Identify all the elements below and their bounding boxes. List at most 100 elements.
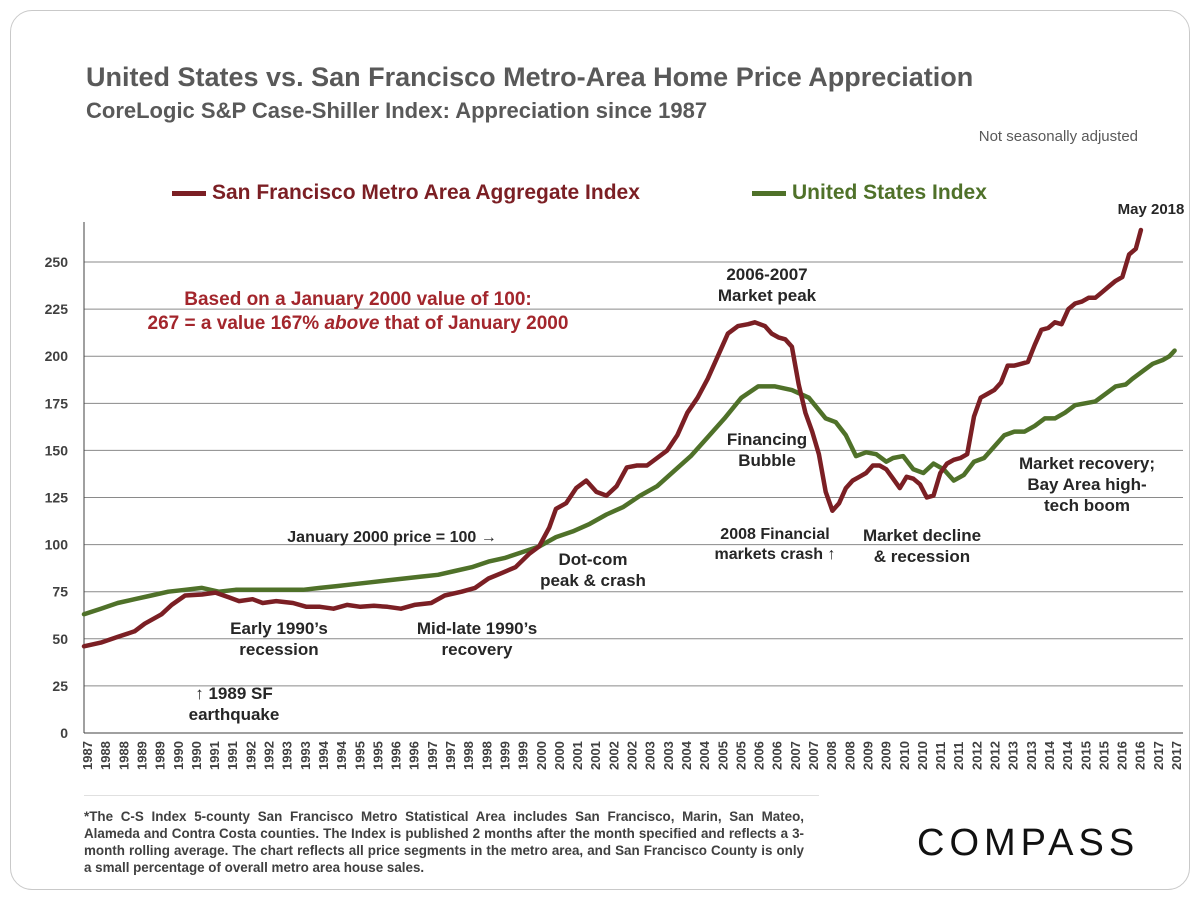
x-tick-label: 2008 <box>824 741 839 770</box>
x-tick-label: 2011 <box>933 742 948 770</box>
x-tick-label: 1990 <box>171 741 186 770</box>
x-tick-label: 2001 <box>588 741 603 770</box>
x-tick-label: 1997 <box>443 741 458 770</box>
x-tick-label: 2006 <box>770 741 785 770</box>
annotation-quake: earthquake <box>189 705 280 724</box>
x-tick-label: 2010 <box>897 741 912 770</box>
annotation-may2018: May 2018 <box>1118 201 1185 218</box>
x-tick-label: 1997 <box>425 741 440 770</box>
x-tick-label: 1988 <box>116 741 131 770</box>
annotation-baseline: 267 = a value 167% above that of January… <box>148 313 569 334</box>
legend-swatch-sf <box>172 190 206 196</box>
annotation-recovery: Bay Area high- <box>1027 475 1146 494</box>
x-tick-label: 2015 <box>1078 741 1093 770</box>
x-tick-label: 1988 <box>98 741 113 770</box>
x-tick-label: 2009 <box>879 741 894 770</box>
x-tick-label: 2002 <box>606 741 621 770</box>
x-tick-label: 2002 <box>625 741 640 770</box>
x-tick-label: 2003 <box>661 741 676 770</box>
annotation-jan2000: January 2000 price = 100 → <box>287 529 496 546</box>
x-tick-label: 2004 <box>679 740 694 770</box>
x-tick-label: 1993 <box>298 741 313 770</box>
adjustment-note: Not seasonally adjusted <box>978 128 1138 145</box>
x-tick-label: 1994 <box>334 740 349 770</box>
x-tick-label: 2009 <box>860 741 875 770</box>
x-tick-label: 1991 <box>207 741 222 770</box>
x-tick-label: 2007 <box>788 741 803 770</box>
x-tick-label: 2015 <box>1096 741 1111 770</box>
x-tick-label: 1996 <box>407 741 422 770</box>
us-series-line <box>81 348 1177 617</box>
x-tick-label: 2004 <box>697 740 712 770</box>
x-tick-label: 1989 <box>134 741 149 770</box>
annotation-quake: ↑ 1989 SF <box>195 684 273 703</box>
x-tick-label: 2007 <box>806 741 821 770</box>
annotation-crash2008: 2008 Financial <box>720 526 829 543</box>
x-tick-label: 1993 <box>280 741 295 770</box>
y-tick-label: 200 <box>45 348 69 364</box>
y-tick-label: 250 <box>45 254 69 270</box>
y-tick-label: 125 <box>45 490 69 506</box>
x-tick-label: 1992 <box>262 741 277 770</box>
legend-swatch-us <box>752 190 786 196</box>
x-tick-label: 2017 <box>1151 741 1166 770</box>
x-tick-label: 1998 <box>479 741 494 770</box>
annotation-midlate90s: Mid-late 1990’s <box>417 619 537 638</box>
annotation-dotcom: Dot-com <box>559 550 628 569</box>
chart-title: United States vs. San Francisco Metro-Ar… <box>86 62 974 92</box>
sf-series-line <box>81 227 1144 649</box>
x-tick-label: 2013 <box>1024 741 1039 770</box>
x-tick-label: 2000 <box>534 741 549 770</box>
annotation-early90s: recession <box>239 640 318 659</box>
annotation-crash2008: markets crash ↑ <box>715 546 836 563</box>
annotation-recovery: tech boom <box>1044 496 1130 515</box>
x-tick-label: 2005 <box>715 741 730 770</box>
annotation-bubble: Financing <box>727 430 807 449</box>
x-tick-label: 2012 <box>988 741 1003 770</box>
y-tick-label: 75 <box>52 584 68 600</box>
y-tick-label: 100 <box>45 537 69 553</box>
compass-logo: COMPASS <box>917 822 1140 864</box>
x-tick-label: 2012 <box>969 741 984 770</box>
legend-item-sf: San Francisco Metro Area Aggregate Index <box>172 181 640 205</box>
y-tick-label: 25 <box>52 678 68 694</box>
y-tick-label: 150 <box>45 442 69 458</box>
annotation-early90s: Early 1990’s <box>230 619 328 638</box>
x-tick-label: 2006 <box>752 741 767 770</box>
x-tick-label: 2016 <box>1115 741 1130 770</box>
x-tick-label: 1999 <box>497 741 512 770</box>
x-tick-label: 2017 <box>1169 741 1184 770</box>
y-tick-label: 50 <box>52 631 68 647</box>
legend-label-us: United States Index <box>792 181 987 204</box>
annotation-decline: Market decline <box>863 526 981 545</box>
x-tick-label: 1987 <box>80 741 95 770</box>
legend-item-us: United States Index <box>752 181 987 205</box>
x-tick-label: 1995 <box>370 741 385 770</box>
x-tick-label: 1998 <box>461 741 476 770</box>
annotation-bubble: Bubble <box>738 451 796 470</box>
x-tick-label: 1989 <box>153 741 168 770</box>
x-tick-label: 1994 <box>316 740 331 770</box>
x-tick-label: 2008 <box>842 741 857 770</box>
x-tick-label: 2000 <box>552 741 567 770</box>
x-tick-label: 2003 <box>643 741 658 770</box>
x-tick-label: 2005 <box>733 741 748 770</box>
annotation-baseline: Based on a January 2000 value of 100: <box>184 289 531 310</box>
y-tick-label: 0 <box>60 725 68 741</box>
x-tick-label: 1992 <box>243 741 258 770</box>
y-tick-label: 225 <box>45 301 69 317</box>
x-tick-label: 2013 <box>1006 741 1021 770</box>
x-tick-label: 2011 <box>951 742 966 770</box>
annotation-dotcom: peak & crash <box>540 571 646 590</box>
legend-label-sf: San Francisco Metro Area Aggregate Index <box>212 181 640 204</box>
x-tick-label: 2014 <box>1060 740 1075 770</box>
annotation-midlate90s: recovery <box>442 640 513 659</box>
annotation-decline: & recession <box>874 547 970 566</box>
chart-subtitle: CoreLogic S&P Case-Shiller Index: Apprec… <box>86 98 708 123</box>
footnote-divider <box>84 795 819 796</box>
annotation-peak: 2006-2007 <box>726 265 807 284</box>
y-tick-label: 175 <box>45 395 69 411</box>
x-tick-label: 1990 <box>189 741 204 770</box>
x-tick-label: 2001 <box>570 741 585 770</box>
